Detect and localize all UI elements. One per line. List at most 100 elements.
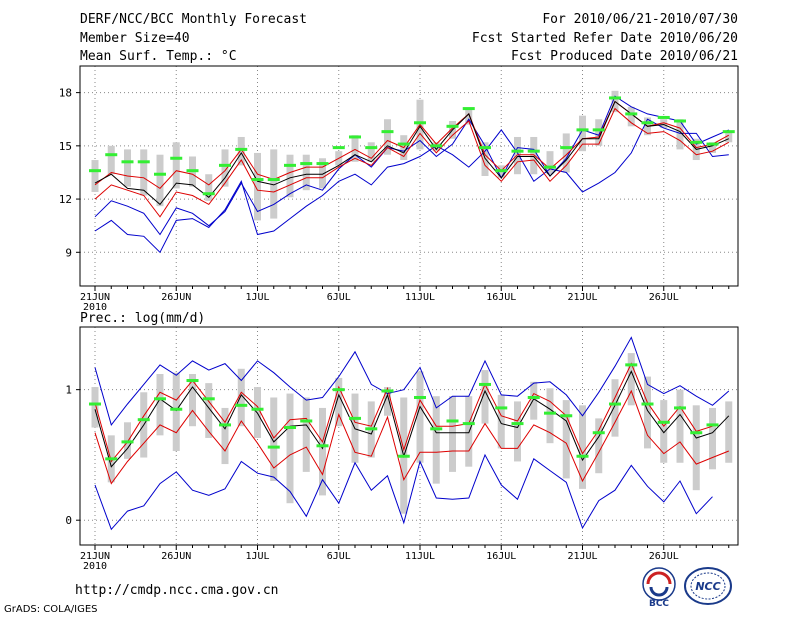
prec-marker bbox=[527, 395, 540, 399]
prec-marker bbox=[706, 423, 719, 427]
prec-frame bbox=[79, 326, 739, 546]
temp-spread-box bbox=[514, 136, 521, 175]
temp-marker bbox=[657, 115, 670, 119]
prec-x-tick-label: 11JUL bbox=[405, 551, 435, 562]
temp-spread-box bbox=[546, 151, 554, 175]
temp-marker bbox=[495, 169, 508, 173]
prec-spread-box bbox=[660, 400, 668, 463]
temp-spread-box bbox=[156, 154, 164, 207]
prec-spread-box bbox=[514, 401, 521, 462]
prec-spread-box bbox=[286, 393, 294, 504]
temp-frame bbox=[79, 65, 739, 287]
prec-spread-box bbox=[562, 400, 570, 479]
temp-spread-box bbox=[221, 149, 229, 187]
prec-spread-box bbox=[676, 389, 684, 463]
temp-marker bbox=[186, 169, 199, 173]
temp-marker bbox=[267, 178, 280, 182]
prec-spread-box bbox=[205, 383, 213, 438]
temp-spread-box bbox=[709, 142, 716, 153]
temp-y-tick-label: 12 bbox=[59, 193, 72, 206]
prec-marker bbox=[349, 416, 361, 420]
prec-spread-box bbox=[481, 370, 489, 424]
temp-marker bbox=[544, 165, 556, 169]
temp-marker bbox=[154, 172, 166, 176]
prec-spread-box bbox=[579, 405, 586, 489]
temp-marker bbox=[332, 146, 345, 150]
temp-spread-box bbox=[286, 154, 294, 198]
prec-spread-box bbox=[497, 394, 505, 449]
temp-marker bbox=[706, 142, 719, 146]
temp-spread-box bbox=[384, 119, 391, 155]
prec-spread-box bbox=[465, 396, 473, 467]
temp-marker bbox=[121, 160, 134, 164]
temp-marker bbox=[105, 153, 118, 157]
temp-spread-box bbox=[124, 149, 131, 187]
prec-spread-box bbox=[156, 373, 164, 436]
started-refer-date: Fcst Started Refer Date 2010/06/20 bbox=[471, 31, 738, 46]
prec-spread-box bbox=[319, 407, 326, 496]
prec-marker bbox=[300, 419, 313, 423]
temp-marker bbox=[170, 156, 183, 160]
temp-marker bbox=[89, 169, 101, 173]
prec-spread-box bbox=[611, 379, 619, 437]
prec-marker bbox=[690, 431, 703, 435]
temp-marker bbox=[479, 146, 491, 150]
prec-marker bbox=[284, 426, 296, 430]
prec-marker bbox=[235, 403, 248, 407]
prec-x-tick-label: 21JUN bbox=[80, 551, 110, 562]
prec-spread-box bbox=[449, 396, 456, 472]
variable-label: Mean Surf. Temp.: °C bbox=[80, 49, 237, 64]
temp-marker bbox=[462, 107, 475, 111]
temp-marker bbox=[446, 124, 459, 128]
temp-x-tick-label: 11JUL bbox=[405, 292, 435, 303]
temp-marker bbox=[641, 121, 654, 125]
prec-marker bbox=[609, 402, 621, 406]
prec-marker bbox=[381, 389, 394, 393]
prec-spread-box bbox=[270, 397, 278, 482]
prec-spread-box bbox=[91, 387, 99, 428]
prec-spread-box bbox=[221, 407, 229, 465]
prec-spread-box bbox=[172, 372, 180, 452]
prec-upper-std-line bbox=[94, 362, 713, 463]
temp-x-tick-label: 26JUN bbox=[161, 292, 191, 303]
prec-x-tick-label: 1JUL bbox=[245, 551, 269, 562]
temp-spread-box bbox=[725, 131, 733, 143]
temp-marker bbox=[625, 112, 638, 116]
prec-marker bbox=[576, 454, 589, 458]
prec-lower-std-line bbox=[94, 389, 729, 485]
prec-marker bbox=[462, 422, 475, 426]
temp-spread-box bbox=[627, 106, 635, 127]
bcc-logo-text: BCC bbox=[649, 599, 669, 608]
prec-marker bbox=[121, 440, 134, 444]
source-url[interactable]: http://cmdp.ncc.cma.gov.cn bbox=[75, 583, 279, 598]
prec-marker bbox=[186, 379, 199, 383]
chart-title: DERF/NCC/BCC Monthly Forecast bbox=[80, 12, 307, 27]
temp-marker bbox=[722, 130, 735, 134]
prec-marker bbox=[316, 444, 329, 448]
temp-x-tick-label: 26JUL bbox=[649, 292, 679, 303]
prec-y-tick-label: 1 bbox=[65, 384, 72, 397]
prec-x-tick-label: 16JUL bbox=[486, 551, 516, 562]
temp-spread-box bbox=[562, 133, 570, 173]
prec-marker bbox=[332, 388, 345, 392]
prec-marker bbox=[267, 445, 280, 449]
temp-marker bbox=[219, 163, 231, 167]
temp-marker bbox=[251, 178, 264, 182]
temp-marker bbox=[284, 163, 296, 167]
temp-x-tick-label: 16JUL bbox=[486, 292, 516, 303]
temp-marker bbox=[576, 128, 589, 132]
prec-marker bbox=[674, 406, 686, 410]
temp-spread-box bbox=[595, 119, 603, 146]
temp-spread-box bbox=[254, 152, 261, 221]
prec-spread-box bbox=[644, 376, 651, 449]
temp-lower-std-line bbox=[94, 107, 730, 218]
temp-marker bbox=[300, 162, 313, 166]
temp-marker bbox=[137, 160, 150, 164]
prec-marker bbox=[251, 407, 264, 411]
prec-spread-box bbox=[189, 373, 196, 427]
prec-marker bbox=[202, 397, 215, 401]
temp-spread-box bbox=[140, 149, 148, 196]
prec-marker bbox=[479, 382, 491, 386]
temp-marker bbox=[316, 162, 329, 166]
